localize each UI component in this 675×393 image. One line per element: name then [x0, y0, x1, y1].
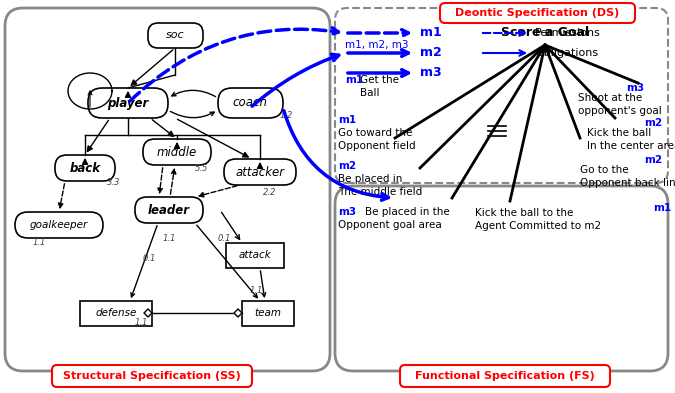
- Text: 2.2: 2.2: [263, 188, 276, 197]
- Text: leader: leader: [148, 204, 190, 217]
- Text: Obligations: Obligations: [535, 48, 598, 58]
- Text: Opponent back line: Opponent back line: [580, 178, 675, 188]
- FancyBboxPatch shape: [135, 197, 203, 223]
- FancyBboxPatch shape: [88, 88, 168, 118]
- Polygon shape: [234, 309, 242, 317]
- Text: 1.1: 1.1: [135, 318, 148, 327]
- Text: Ball: Ball: [360, 88, 379, 98]
- Text: 5.5: 5.5: [195, 164, 209, 173]
- Text: m1: m1: [345, 75, 363, 85]
- Text: Shoot at the: Shoot at the: [578, 93, 642, 103]
- Text: attack: attack: [239, 250, 271, 260]
- Text: Deontic Specification (DS): Deontic Specification (DS): [455, 8, 619, 18]
- Text: team: team: [254, 308, 281, 318]
- Text: m2: m2: [644, 155, 662, 165]
- Text: opponent's goal: opponent's goal: [578, 106, 662, 116]
- Text: m3: m3: [420, 66, 441, 79]
- FancyBboxPatch shape: [148, 23, 203, 48]
- Text: m2: m2: [338, 161, 356, 171]
- FancyBboxPatch shape: [224, 159, 296, 185]
- Text: m2: m2: [420, 46, 441, 59]
- Text: The middle field: The middle field: [338, 187, 423, 197]
- Text: 1.1: 1.1: [163, 234, 176, 243]
- Text: m1, m2, m3: m1, m2, m3: [345, 40, 408, 50]
- Text: m3: m3: [338, 207, 356, 217]
- FancyBboxPatch shape: [335, 186, 668, 371]
- Bar: [80, 301, 152, 326]
- Text: Kick the ball to the: Kick the ball to the: [475, 208, 573, 218]
- Text: 3.3: 3.3: [107, 178, 120, 187]
- Text: Functional Specification (FS): Functional Specification (FS): [415, 371, 595, 381]
- Text: Be placed in: Be placed in: [338, 174, 402, 184]
- FancyBboxPatch shape: [440, 3, 635, 23]
- Text: attacker: attacker: [236, 165, 285, 178]
- Text: m1: m1: [653, 203, 671, 213]
- Text: Score a Goal: Score a Goal: [501, 26, 589, 40]
- FancyBboxPatch shape: [52, 365, 252, 387]
- FancyBboxPatch shape: [55, 155, 115, 181]
- Text: Go to the: Go to the: [580, 165, 628, 175]
- Text: player: player: [107, 97, 148, 110]
- Text: 1.1: 1.1: [250, 286, 263, 295]
- Text: m1: m1: [420, 26, 441, 40]
- Bar: [242, 301, 294, 326]
- Polygon shape: [144, 309, 152, 317]
- FancyBboxPatch shape: [400, 365, 610, 387]
- Text: In the center area: In the center area: [587, 141, 675, 151]
- Text: 1.1: 1.1: [33, 238, 47, 247]
- Text: 0.1: 0.1: [143, 254, 157, 263]
- Text: 0.1: 0.1: [218, 234, 232, 243]
- Text: Structural Specification (SS): Structural Specification (SS): [63, 371, 241, 381]
- Text: Be placed in the: Be placed in the: [365, 207, 450, 217]
- FancyBboxPatch shape: [15, 212, 103, 238]
- Text: soc: soc: [165, 30, 184, 40]
- Text: Opponent goal area: Opponent goal area: [338, 220, 441, 230]
- Text: Opponent field: Opponent field: [338, 141, 416, 151]
- Text: defense: defense: [95, 308, 136, 318]
- Text: 1.2: 1.2: [280, 111, 294, 120]
- Text: back: back: [70, 162, 101, 174]
- FancyBboxPatch shape: [143, 139, 211, 165]
- Text: Kick the ball: Kick the ball: [587, 128, 651, 138]
- Text: Go toward the: Go toward the: [338, 128, 412, 138]
- Text: Agent Committed to m2: Agent Committed to m2: [475, 221, 601, 231]
- Text: coach: coach: [232, 97, 267, 110]
- Text: Get the: Get the: [360, 75, 399, 85]
- FancyBboxPatch shape: [335, 8, 668, 183]
- Text: Permissions: Permissions: [535, 28, 601, 38]
- FancyBboxPatch shape: [5, 8, 330, 371]
- FancyBboxPatch shape: [218, 88, 283, 118]
- Text: m2: m2: [644, 118, 662, 128]
- Text: m3: m3: [626, 83, 644, 93]
- Text: m1: m1: [338, 115, 356, 125]
- Text: goalkeeper: goalkeeper: [30, 220, 88, 230]
- Bar: [226, 243, 284, 268]
- Text: middle: middle: [157, 145, 197, 158]
